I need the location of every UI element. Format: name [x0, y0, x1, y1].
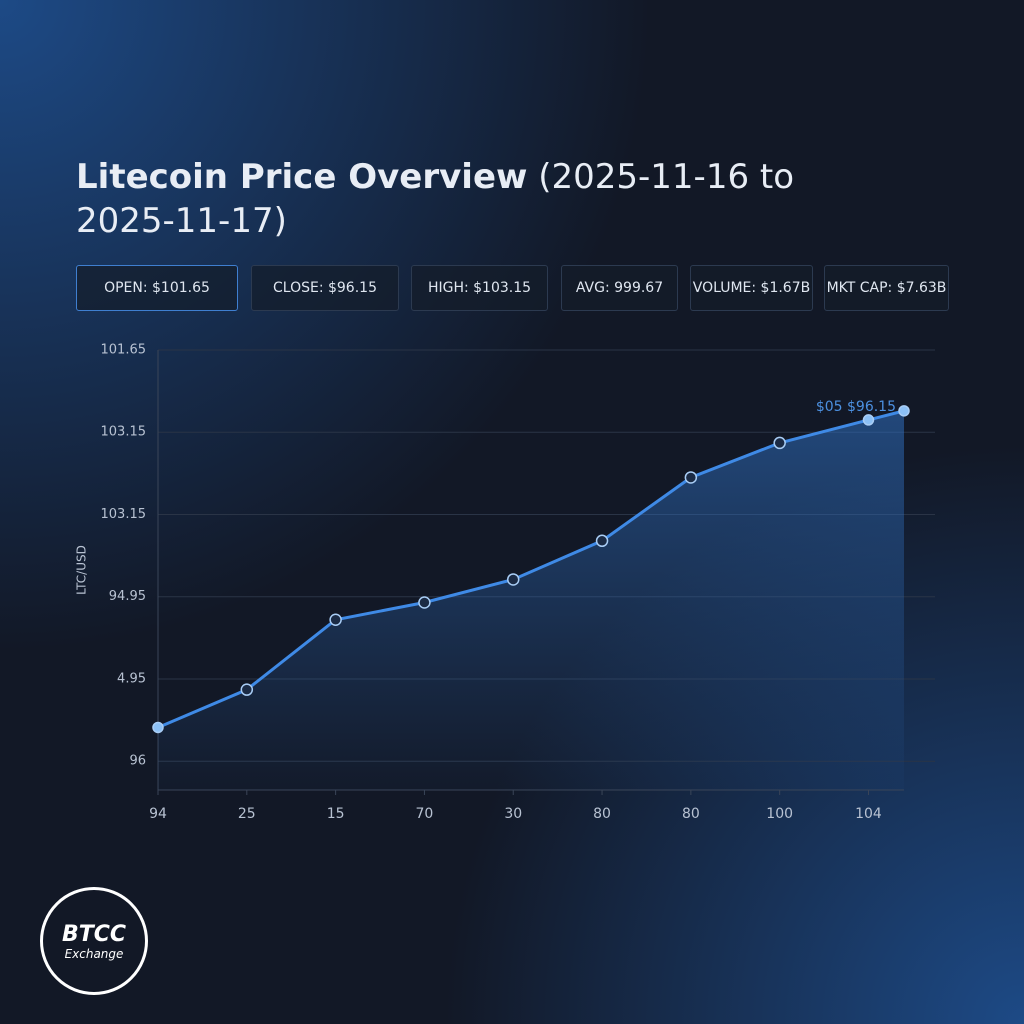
data-point — [152, 721, 164, 734]
logo-name: BTCC — [61, 921, 127, 947]
data-point — [240, 683, 254, 696]
data-point — [862, 414, 875, 426]
y-tick-label: 103.15 — [101, 425, 147, 440]
x-tick-label: 104 — [855, 806, 882, 822]
x-tick-label: 80 — [593, 806, 611, 822]
y-tick-label: 94.95 — [109, 589, 146, 604]
logo-tagline: Exchange — [64, 946, 124, 961]
data-point — [684, 471, 698, 484]
stat-high[interactable]: HIGH: $103.15 — [411, 265, 548, 311]
logo[interactable]: BTCC Exchange — [40, 887, 148, 995]
x-tick-label: 70 — [416, 806, 434, 822]
price-line — [157, 409, 905, 729]
data-point — [506, 573, 520, 586]
data-point — [418, 596, 431, 609]
x-tick-label: 30 — [504, 806, 522, 822]
stat-mkt-cap[interactable]: MKT CAP: $7.63B — [824, 265, 949, 311]
chart-subtitle: (2025-11-16 to 2025-11-17) — [76, 157, 795, 241]
y-tick-label: 103.15 — [101, 507, 147, 522]
y-axis-label: LTC/USD — [75, 545, 89, 595]
x-tick-label: 25 — [238, 806, 256, 822]
x-tick-label: 80 — [682, 806, 700, 822]
x-tick-label: 94 — [149, 806, 167, 822]
stat-avg[interactable]: AVG: 999.67 — [561, 265, 678, 311]
stat-close[interactable]: CLOSE: $96.15 — [251, 265, 399, 311]
data-point — [773, 436, 786, 450]
y-tick-label: 96 — [129, 754, 146, 769]
area — [158, 410, 904, 790]
stat-open[interactable]: OPEN: $101.65 — [76, 265, 238, 311]
annotation: $05 $96.15 — [816, 399, 896, 415]
data-point — [329, 613, 342, 627]
y-tick-label: 101.65 — [101, 343, 147, 358]
data-point — [595, 534, 609, 548]
x-tick-label: 100 — [766, 806, 793, 822]
y-tick-label: 4.95 — [117, 671, 146, 686]
chart-title: Litecoin Price Overview — [76, 157, 528, 197]
x-tick-label: 15 — [327, 806, 345, 822]
title: Litecoin Price Overview (2025-11-16 to 2… — [76, 155, 876, 243]
data-point — [898, 405, 910, 417]
stat-volume[interactable]: VOLUME: $1.67B — [690, 265, 813, 311]
